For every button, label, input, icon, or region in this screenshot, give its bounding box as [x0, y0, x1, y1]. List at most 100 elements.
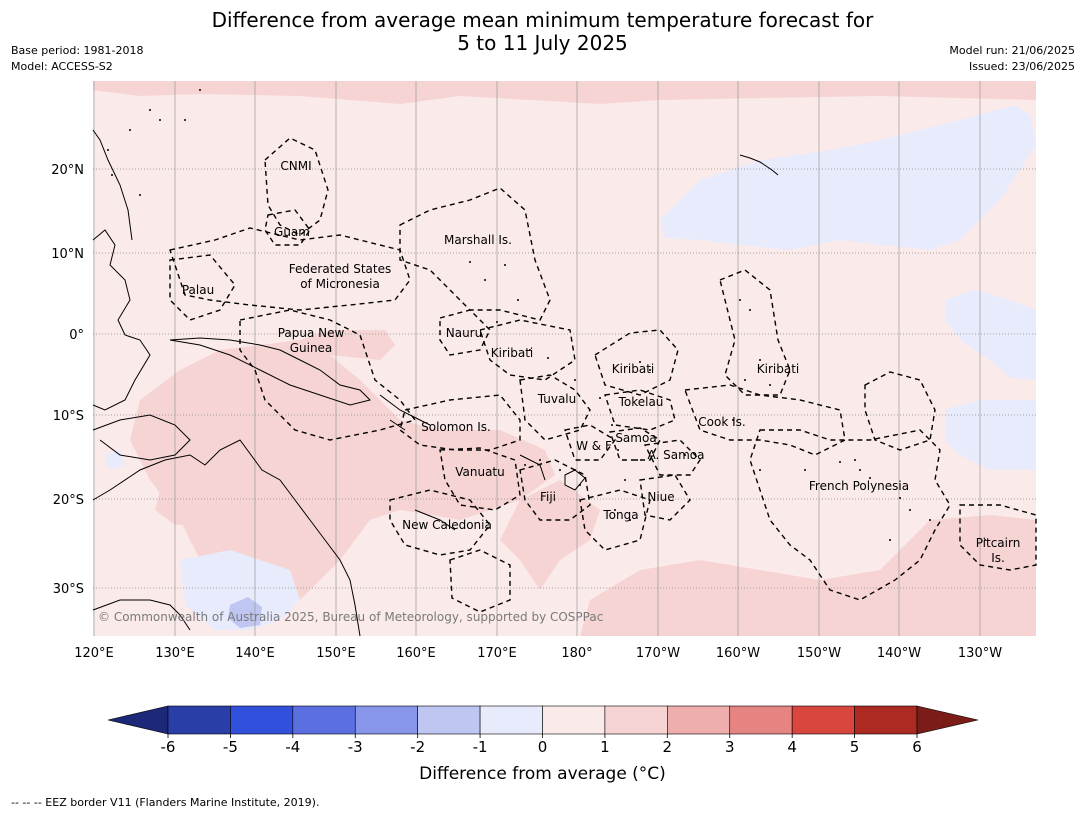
colorbar-tick-label: 0 — [538, 738, 548, 756]
colorbar-tick-label: 3 — [725, 738, 735, 756]
island-dot — [769, 384, 771, 386]
label-png-line2: Guinea — [290, 341, 333, 355]
eez-pitcairn — [959, 504, 1037, 571]
lat-tick-label: 30°S — [53, 582, 84, 597]
issued-date: Issued: 23/06/2025 — [968, 60, 1075, 73]
lon-tick-label: 140°E — [235, 646, 275, 661]
lon-tick-label: 140°W — [877, 646, 921, 661]
island-dot — [199, 89, 201, 91]
label-french-polynesia: French Polynesia — [809, 479, 909, 493]
label-nauru: Nauru — [446, 326, 482, 340]
lat-tick-label: 20°S — [53, 493, 84, 508]
eez-vanuatu — [439, 447, 521, 511]
cool-region-east — [945, 290, 1036, 380]
island-dot — [469, 261, 471, 263]
eez-kiribati-central — [594, 329, 679, 396]
title-line-2: 5 to 11 July 2025 — [457, 31, 628, 55]
eez-samoa — [609, 427, 661, 461]
label-solomon-islands: Solomon Is. — [421, 420, 491, 434]
label-tokelau: Tokelau — [618, 395, 664, 409]
island-dot — [929, 519, 931, 521]
island-dot — [599, 397, 601, 399]
label-kiribati-west: Kiribati — [491, 346, 533, 360]
eez-french-polynesia — [749, 429, 951, 601]
island-dot — [739, 299, 741, 301]
coastline-new-guinea — [169, 337, 371, 406]
anomaly-region-small — [155, 485, 215, 525]
island-dot — [111, 174, 113, 176]
island-dot — [889, 539, 891, 541]
title-line-1: Difference from average mean minimum tem… — [211, 8, 874, 32]
colorbar-swatch — [729, 705, 793, 735]
model-name: Model: ACCESS-S2 — [11, 60, 113, 73]
colorbar-swatch — [354, 705, 418, 735]
label-fiji: Fiji — [540, 490, 556, 504]
colorbar-tick-label: 2 — [663, 738, 673, 756]
island-dot — [869, 477, 871, 479]
anomaly-region-fiji — [500, 480, 600, 590]
coastline-solomon — [379, 394, 431, 431]
eez-kiribati-west — [479, 319, 576, 381]
label-fsm-line1: Federated States — [289, 262, 391, 276]
label-samoa: Samoa — [615, 431, 656, 445]
label-cook-islands: Cook Is. — [698, 415, 745, 429]
islands — [107, 89, 986, 541]
island-dot — [107, 149, 109, 151]
colorbar-swatch — [479, 705, 543, 735]
label-pitcairn-line1: Pitcairn — [976, 536, 1021, 550]
island-dot — [759, 469, 761, 471]
island-dot — [749, 309, 751, 311]
island-dot — [636, 459, 638, 461]
colorbar-tick-label: -2 — [410, 738, 425, 756]
coastline-new-caledonia — [414, 509, 456, 531]
colorbar-tick-label: 5 — [850, 738, 860, 756]
eez-nauru — [439, 309, 491, 356]
island-dot — [611, 424, 613, 426]
eez-solomon — [399, 394, 521, 451]
colorbar-tick-label: -3 — [348, 738, 363, 756]
island-dot — [539, 459, 541, 461]
colorbar-swatch — [667, 705, 731, 735]
lon-tick-label: 130°E — [155, 646, 195, 661]
island-dot — [649, 369, 651, 371]
lat-tick-label: 20°N — [51, 163, 84, 178]
base-period: Base period: 1981-2018 — [11, 44, 144, 57]
colorbar-tick-label: 6 — [912, 738, 922, 756]
island-dot — [732, 419, 734, 421]
colorbar: -6 -5 -4 -3 -2 -1 0 1 2 3 4 5 6 — [107, 705, 979, 756]
label-new-caledonia: New Caledonia — [402, 518, 492, 532]
cool-region-southeast — [945, 400, 1036, 470]
coastline-south-australia — [92, 599, 191, 631]
coastline-hawaii — [739, 154, 779, 176]
island-dot — [159, 119, 161, 121]
eez-tuvalu — [519, 374, 591, 441]
colorbar-swatch — [167, 705, 231, 735]
island-dot — [624, 479, 626, 481]
label-american-samoa: A. Samoa — [648, 448, 705, 462]
island-dot — [629, 519, 631, 521]
label-pitcairn-line2: Is. — [991, 551, 1005, 565]
colorbar-swatch — [230, 705, 294, 735]
colorbar-swatch — [791, 705, 855, 735]
island-dot — [517, 299, 519, 301]
place-labels: CNMI Guam Marshall Is. Federated States … — [182, 159, 1020, 565]
island-dot — [149, 109, 151, 111]
cool-region-core — [228, 597, 262, 628]
island-dot — [839, 461, 841, 463]
anomaly-region-north — [93, 81, 1036, 104]
label-marshall-islands: Marshall Is. — [444, 233, 512, 247]
island-dot — [184, 119, 186, 121]
island-dot — [559, 469, 561, 471]
island-dot — [496, 321, 498, 323]
label-wallis-futuna: W & F — [576, 439, 612, 453]
island-dot — [614, 509, 616, 511]
island-dot — [129, 129, 131, 131]
colorbar-tick-label: -6 — [161, 738, 176, 756]
eez-fiji — [519, 459, 591, 521]
label-cnmi: CNMI — [280, 159, 311, 173]
copyright-notice: © Commonwealth of Australia 2025, Bureau… — [98, 610, 603, 624]
island-dot — [484, 279, 486, 281]
island-dot — [574, 469, 576, 471]
map-area — [93, 81, 1036, 636]
colorbar-extend-high — [916, 705, 979, 735]
